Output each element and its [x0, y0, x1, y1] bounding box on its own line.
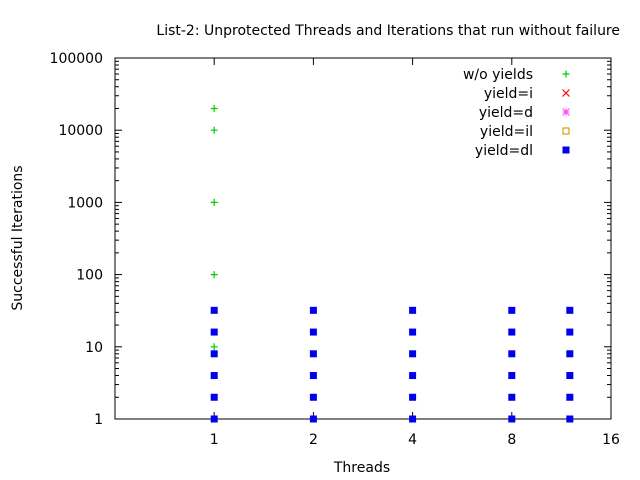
data-point: [210, 198, 218, 206]
data-point: [409, 372, 417, 380]
data-point: [210, 393, 218, 401]
data-point: [566, 306, 574, 314]
legend-label: yield=i: [484, 86, 533, 102]
data-point: [210, 328, 218, 336]
data-point: [508, 393, 516, 401]
chart-title: List-2: Unprotected Threads and Iteratio…: [156, 23, 620, 39]
x-tick-label: 1: [210, 432, 219, 448]
data-point: [210, 104, 218, 112]
data-point: [309, 306, 317, 314]
x-tick-label: 16: [602, 432, 620, 448]
data-point: [309, 350, 317, 358]
data-point: [508, 415, 516, 423]
y-axis: 1 10 100 1000 10000 100000: [50, 51, 611, 428]
legend: w/o yields yield=i yield=d yield=il yield=dl: [463, 67, 570, 159]
legend-label: yield=d: [479, 105, 533, 121]
data-point: [566, 415, 574, 423]
legend-marker: [562, 146, 570, 154]
x-axis: 1 2 4 8 16: [210, 58, 620, 448]
y-tick-label: 100000: [50, 51, 103, 67]
data-point: [508, 328, 516, 336]
y-tick-label: 1: [94, 412, 103, 428]
data-point: [566, 328, 574, 336]
data-point: [409, 415, 417, 423]
data-point: [210, 306, 218, 314]
legend-marker: [562, 108, 570, 116]
x-tick-label: 2: [309, 432, 318, 448]
data-point: [566, 350, 574, 358]
x-axis-label: Threads: [333, 460, 390, 476]
data-point: [210, 343, 218, 351]
legend-label: w/o yields: [463, 67, 533, 83]
data-point: [309, 393, 317, 401]
data-points: [210, 104, 574, 423]
data-point: [210, 126, 218, 134]
data-point: [508, 350, 516, 358]
data-point: [210, 372, 218, 380]
data-point: [409, 350, 417, 358]
y-tick-label: 10: [85, 340, 103, 356]
legend-marker: [562, 127, 570, 135]
data-point: [566, 372, 574, 380]
y-tick-label: 100: [76, 268, 103, 284]
data-point: [309, 328, 317, 336]
data-point: [566, 393, 574, 401]
x-tick-label: 4: [408, 432, 417, 448]
y-axis-label: Successful Iterations: [10, 165, 26, 310]
y-tick-label: 10000: [58, 123, 103, 139]
data-point: [409, 393, 417, 401]
data-point: [508, 306, 516, 314]
plot-area: [114, 57, 612, 420]
data-point: [309, 372, 317, 380]
data-point: [210, 271, 218, 279]
data-point: [210, 350, 218, 358]
data-point: [508, 372, 516, 380]
legend-marker: [562, 89, 570, 97]
data-point: [409, 328, 417, 336]
x-tick-label: 8: [507, 432, 516, 448]
data-point: [210, 415, 218, 423]
legend-label: yield=dl: [475, 143, 533, 159]
y-tick-label: 1000: [67, 195, 103, 211]
data-point: [309, 415, 317, 423]
legend-label: yield=il: [480, 124, 533, 140]
data-point: [409, 306, 417, 314]
legend-marker: [562, 70, 570, 78]
